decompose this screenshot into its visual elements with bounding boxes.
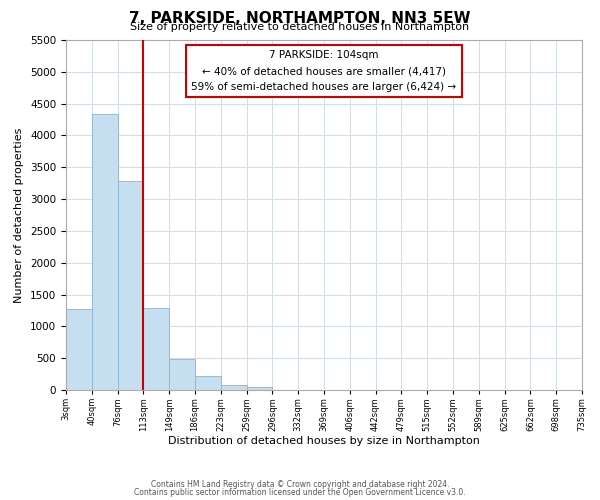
- Bar: [92, 114, 118, 390]
- X-axis label: Distribution of detached houses by size in Northampton: Distribution of detached houses by size …: [168, 436, 480, 446]
- Text: Contains public sector information licensed under the Open Government Licence v3: Contains public sector information licen…: [134, 488, 466, 497]
- Bar: [195, 376, 221, 390]
- Bar: [169, 360, 195, 390]
- Text: Contains HM Land Registry data © Crown copyright and database right 2024.: Contains HM Land Registry data © Crown c…: [151, 480, 449, 489]
- Text: 7 PARKSIDE: 104sqm
← 40% of detached houses are smaller (4,417)
59% of semi-deta: 7 PARKSIDE: 104sqm ← 40% of detached hou…: [191, 50, 457, 92]
- Bar: [247, 387, 272, 390]
- Bar: [118, 182, 143, 390]
- Text: Size of property relative to detached houses in Northampton: Size of property relative to detached ho…: [130, 22, 470, 32]
- Y-axis label: Number of detached properties: Number of detached properties: [14, 128, 25, 302]
- Bar: [66, 309, 92, 390]
- Text: 7, PARKSIDE, NORTHAMPTON, NN3 5EW: 7, PARKSIDE, NORTHAMPTON, NN3 5EW: [129, 11, 471, 26]
- Bar: [221, 385, 247, 390]
- Bar: [143, 308, 169, 390]
